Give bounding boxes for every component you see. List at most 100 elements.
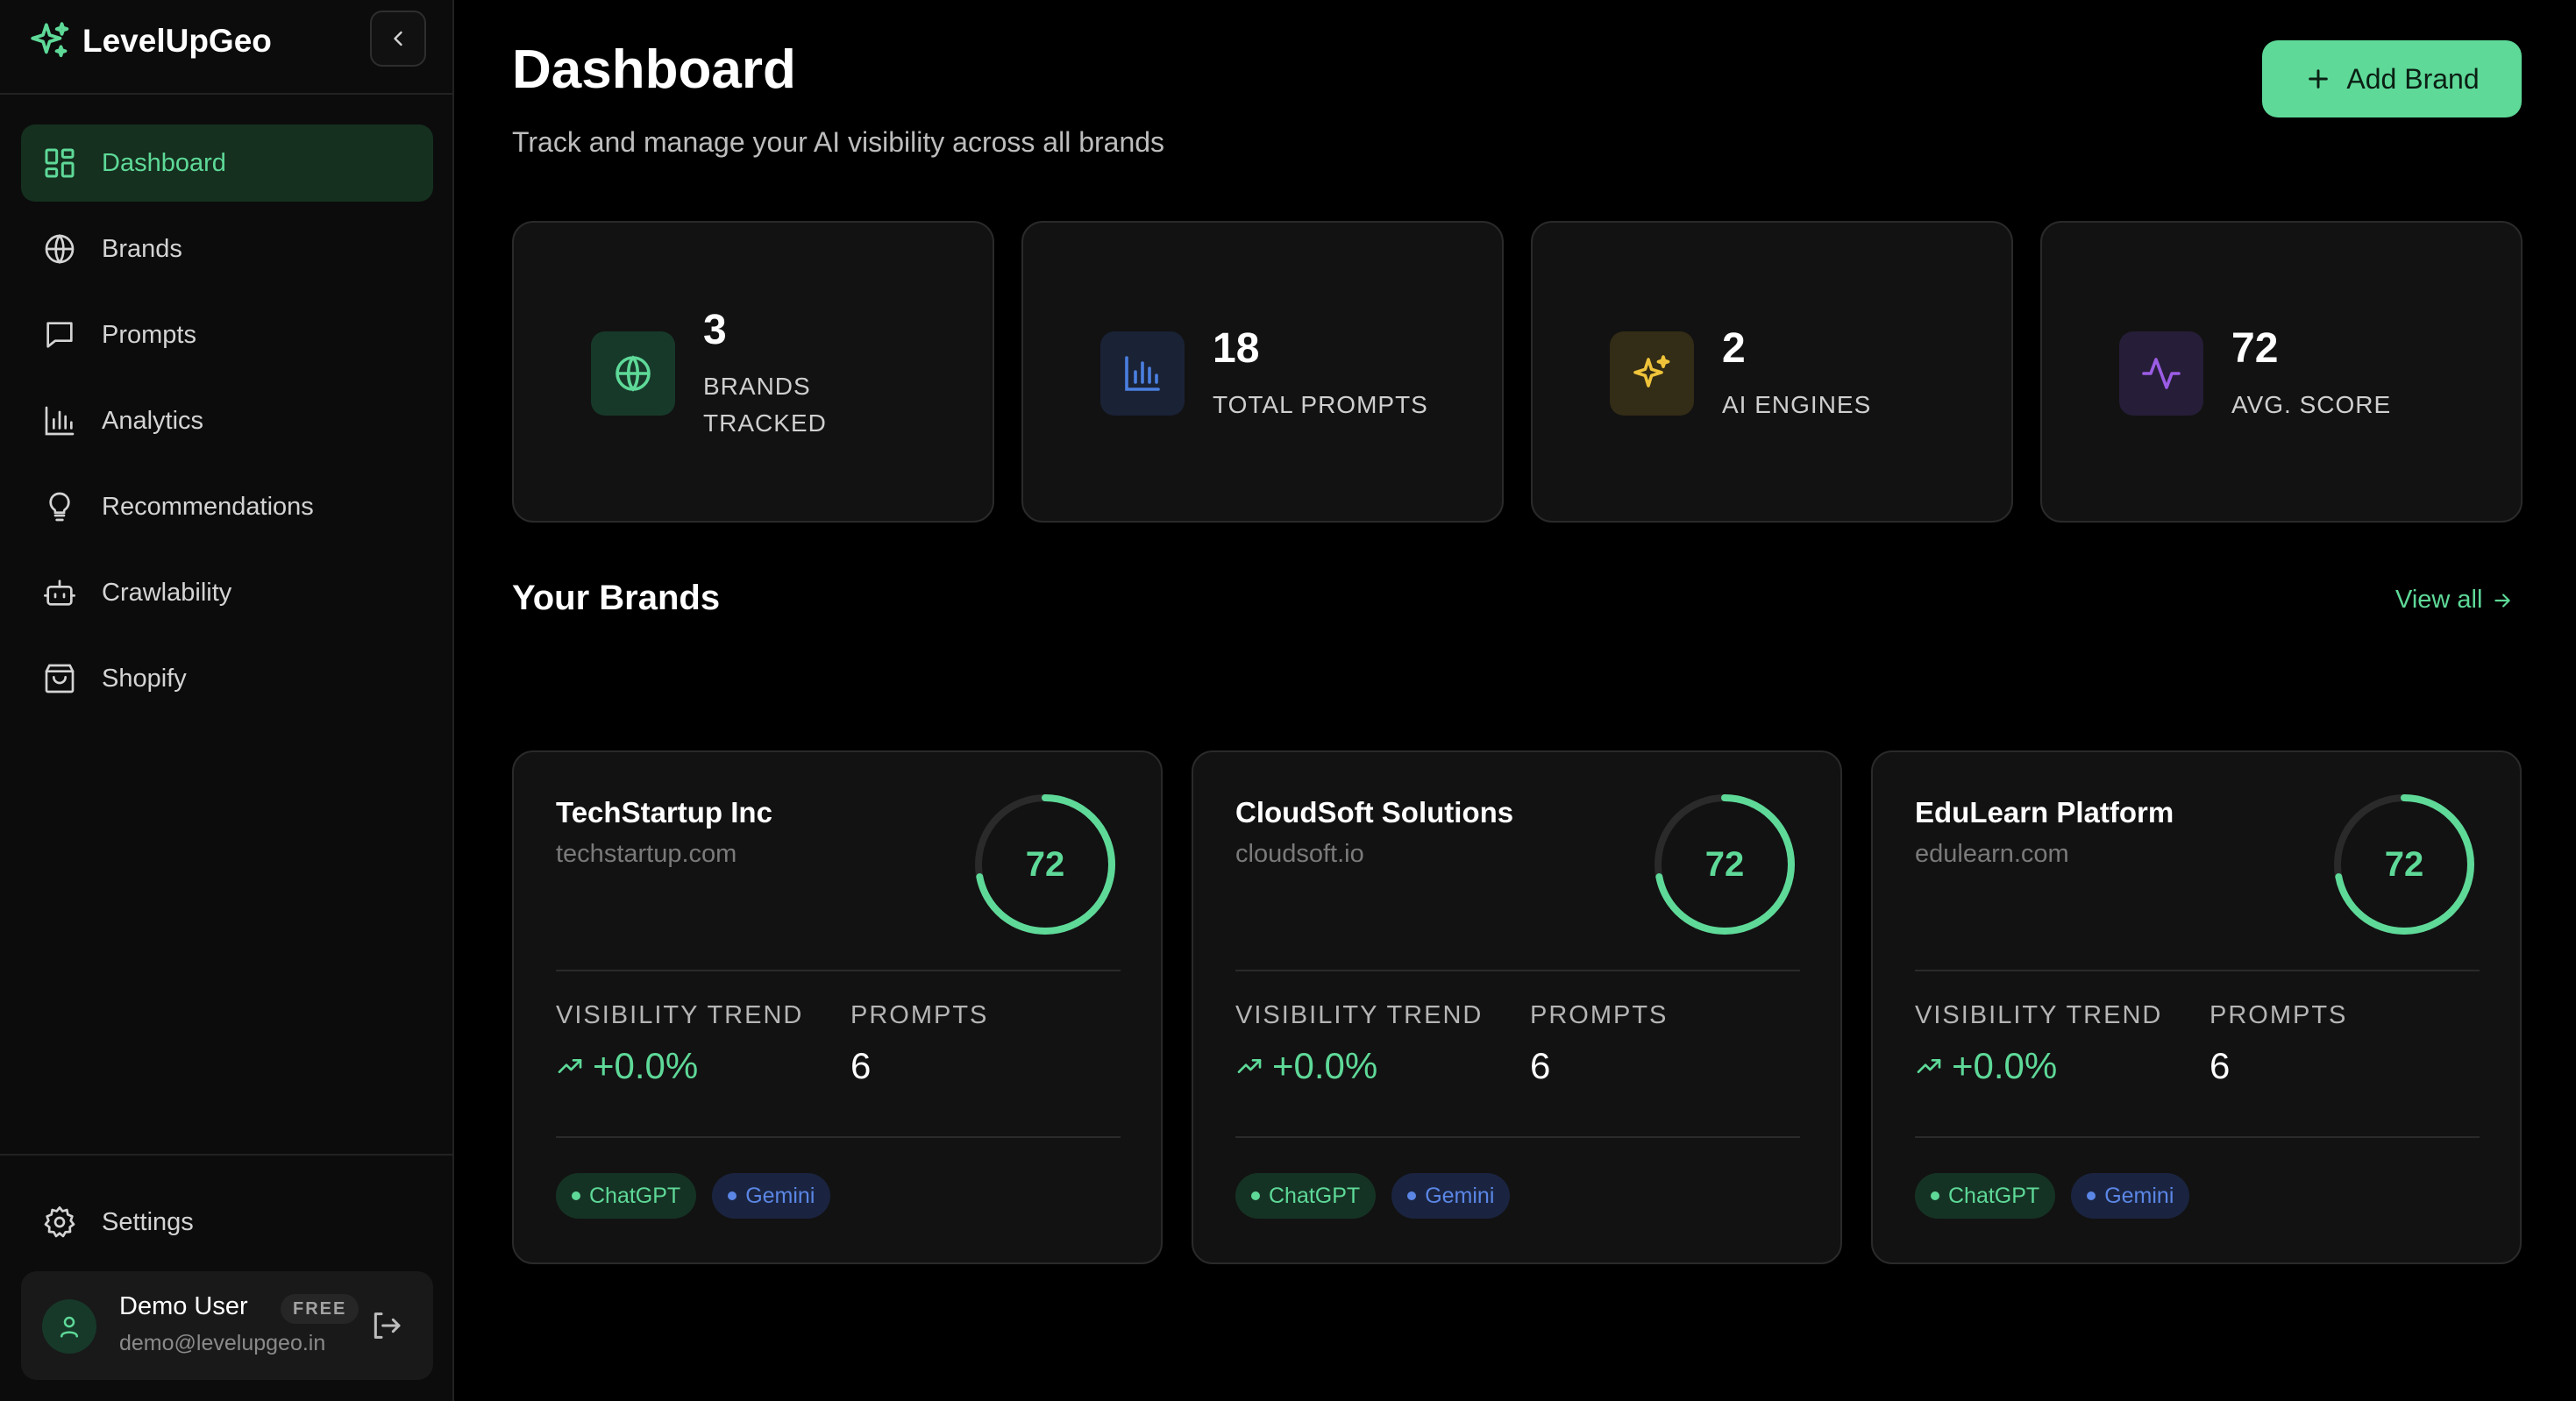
engine-tags: ChatGPT Gemini	[1915, 1173, 2190, 1219]
plan-badge: FREE	[281, 1294, 359, 1324]
visibility-trend: +0.0%	[556, 1045, 698, 1087]
prompts-label: PROMPTS	[1530, 1001, 1669, 1029]
user-email: demo@levelupgeo.in	[119, 1331, 326, 1355]
visibility-trend: +0.0%	[1915, 1045, 2057, 1087]
stat-card-prompts: 18 TOTAL PROMPTS	[1021, 221, 1504, 523]
score-ring-arc	[975, 794, 1115, 935]
divider	[1915, 970, 2480, 971]
bar-chart-icon	[45, 406, 75, 436]
tag-gemini: Gemini	[712, 1173, 831, 1219]
tag-chatgpt: ChatGPT	[1915, 1173, 2056, 1219]
score-ring: 72	[1654, 794, 1795, 935]
brand-card[interactable]: EduLearn Platform edulearn.com 72 VISIBI…	[1871, 750, 2522, 1264]
stat-label: AI ENGINES	[1722, 390, 1872, 418]
sidebar-item-label: Analytics	[102, 406, 204, 435]
score-ring: 72	[2334, 794, 2474, 935]
score-value: 72	[1026, 845, 1065, 884]
dot-icon	[1251, 1191, 1260, 1200]
sparkles-icon	[1633, 355, 1670, 388]
brand-domain: cloudsoft.io	[1235, 840, 1364, 868]
sidebar-item-recommendations[interactable]: Recommendations	[21, 468, 433, 545]
settings-label: Settings	[102, 1207, 194, 1236]
trend-label: VISIBILITY TREND	[1235, 1001, 1484, 1029]
sidebar-item-brands[interactable]: Brands	[21, 210, 433, 288]
trend-value: +0.0%	[1952, 1045, 2058, 1086]
sidebar-item-label: Prompts	[102, 320, 196, 349]
engine-tags: ChatGPT Gemini	[1235, 1173, 1511, 1219]
brand-domain: techstartup.com	[556, 840, 737, 868]
sidebar-item-label: Recommendations	[102, 492, 314, 521]
add-brand-label: Add Brand	[2346, 62, 2480, 95]
sidebar-item-label: Crawlability	[102, 578, 232, 607]
trending-up-icon	[1917, 1059, 1941, 1073]
sidebar-item-label: Dashboard	[102, 148, 226, 177]
dot-icon	[728, 1191, 737, 1200]
stat-value: 2	[1722, 324, 1746, 372]
divider	[556, 1136, 1121, 1138]
section-title: Your Brands	[512, 579, 721, 617]
stat-label: TOTAL PROMPTS	[1213, 390, 1428, 418]
brand-name: TechStartup Inc	[556, 796, 772, 829]
dot-icon	[1407, 1191, 1417, 1200]
arrow-right-icon	[2494, 593, 2511, 608]
prompts-label: PROMPTS	[850, 1001, 989, 1029]
prompts-label: PROMPTS	[2210, 1001, 2348, 1029]
sidebar-item-crawlability[interactable]: Crawlability	[21, 554, 433, 631]
dot-icon	[572, 1191, 580, 1200]
sidebar-nav: Dashboard Brands Prompts Analytics Recom…	[21, 124, 433, 726]
stat-label: BRANDS TRACKED	[703, 372, 827, 437]
dot-icon	[2087, 1191, 2096, 1200]
score-ring: 72	[975, 794, 1115, 935]
brand-name: CloudSoft Solutions	[1235, 796, 1514, 829]
sidebar-item-dashboard[interactable]: Dashboard	[21, 124, 433, 202]
trending-up-icon	[558, 1059, 582, 1073]
chevron-left-icon	[394, 31, 402, 46]
add-brand-button[interactable]: Add Brand	[2262, 40, 2522, 117]
brand-card[interactable]: CloudSoft Solutions cloudsoft.io 72 VISI…	[1192, 750, 1842, 1264]
tag-label: Gemini	[745, 1183, 815, 1208]
prompt-count: 6	[850, 1045, 872, 1086]
brand-domain: edulearn.com	[1915, 840, 2069, 868]
dashboard-icon	[45, 148, 75, 178]
sidebar-item-prompts[interactable]: Prompts	[21, 296, 433, 373]
app-title: LevelUpGeo	[82, 23, 272, 59]
sidebar-item-analytics[interactable]: Analytics	[21, 382, 433, 459]
plus-icon	[2309, 69, 2329, 89]
page-subtitle: Track and manage your AI visibility acro…	[512, 126, 1165, 158]
trend-value: +0.0%	[1272, 1045, 1378, 1086]
user-card: Demo User FREE demo@levelupgeo.in	[21, 1271, 433, 1380]
sidebar-item-label: Brands	[102, 234, 182, 263]
stat-icon-box	[1100, 331, 1185, 416]
activity-icon	[2142, 358, 2181, 389]
sidebar-item-settings[interactable]: Settings	[21, 1191, 433, 1254]
user-name: Demo User	[119, 1292, 248, 1320]
visibility-trend: +0.0%	[1235, 1045, 1377, 1087]
sidebar-item-label: Shopify	[102, 664, 187, 693]
prompt-count: 6	[1530, 1045, 1551, 1086]
stat-icon-box	[591, 331, 675, 416]
stat-card-engines: 2 AI ENGINES	[1531, 221, 2013, 523]
collapse-sidebar-button[interactable]	[370, 11, 426, 67]
avatar[interactable]	[42, 1299, 96, 1354]
sidebar-header: LevelUpGeo	[0, 0, 452, 95]
stat-icon-box	[2119, 331, 2203, 416]
gear-icon	[44, 1206, 75, 1238]
stat-card-score: 72 AVG. SCORE	[2040, 221, 2523, 523]
tag-gemini: Gemini	[1391, 1173, 1511, 1219]
brand-card[interactable]: TechStartup Inc techstartup.com 72 VISIB…	[512, 750, 1163, 1264]
tag-label: ChatGPT	[1269, 1183, 1361, 1208]
sidebar-item-shopify[interactable]: Shopify	[21, 640, 433, 717]
trending-up-icon	[1237, 1059, 1262, 1073]
divider	[1235, 1136, 1800, 1138]
sparkle-logo-icon	[31, 22, 69, 58]
sidebar-footer: Settings Demo User FREE demo@levelupgeo.…	[0, 1154, 452, 1401]
score-value: 72	[1705, 845, 1745, 884]
bar-chart-icon	[1125, 356, 1160, 391]
page-title: Dashboard	[512, 39, 796, 100]
logout-icon[interactable]	[368, 1308, 403, 1343]
divider	[556, 970, 1121, 971]
user-icon	[60, 1316, 78, 1338]
view-all-link[interactable]: View all	[2395, 586, 2514, 615]
tag-chatgpt: ChatGPT	[556, 1173, 697, 1219]
stat-value: 72	[2231, 324, 2279, 372]
